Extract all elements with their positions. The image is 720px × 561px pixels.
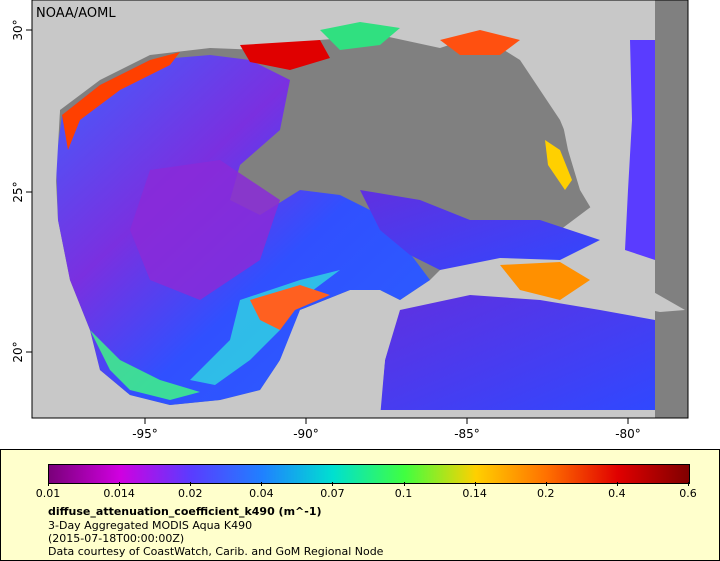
plot-frame [31,0,689,419]
mississippi-plume [320,22,400,50]
colorbar-tick [48,482,49,486]
colorbar-tick [190,482,192,486]
colorbar-tick [403,482,405,486]
colorbar-label: 0.07 [320,487,345,500]
dataset-time: (2015-07-18T00:00:00Z) [48,532,185,545]
colorbar-label: 0.4 [608,487,626,500]
central-america-land [250,290,400,418]
florida-land [545,40,630,230]
lon-tick-label-85: -85° [454,427,480,441]
louisiana-coast-band [240,40,330,70]
atlantic-gray [655,0,688,418]
colorbar-label: 0.02 [177,487,203,500]
lon-tick-marks [144,418,629,424]
atlantic-data [625,40,655,260]
colorbar-tick [119,482,121,486]
loop-current [190,270,340,385]
colorbar-tick [474,482,476,486]
colorbar [48,464,690,484]
colorbar-label: 0.1 [394,487,413,500]
dataset-description: 3-Day Aggregated MODIS Aqua K490 [48,519,253,532]
mexico-land [32,110,150,418]
data-credit: Data courtesy of CoastWatch, Carib. and … [48,545,384,558]
colorbar-label: 0.2 [537,487,555,500]
florida-panhandle-band [440,30,520,55]
colorbar-label: 0.01 [35,487,61,500]
map: -95° -90° -85° -80° 30° 25° 20° [11,0,689,441]
lat-tick-label-25: 25° [11,181,25,202]
colorbar-tick [688,482,689,486]
colorbar-label: 0.14 [462,487,487,500]
colorbar-tick [616,482,618,486]
lon-tick-label-80: -80° [615,427,641,441]
colorbar-tick [545,482,547,486]
yucatan-channel-data [360,190,600,270]
lon-tick-label-90: -90° [293,427,319,441]
cuba-north-band [500,262,590,300]
lat-tick-label-30: 30° [11,19,25,40]
colorbar-tick [332,482,334,486]
lat-tick-marks [26,29,32,353]
lon-tick-label-95: -95° [132,427,158,441]
caribbean-data [380,295,655,410]
yucatan-band [250,285,330,330]
lat-tick-label-20: 20° [11,341,25,362]
texas-coast-band [62,52,180,150]
north-america-land [32,0,688,120]
gulf-purple-core [130,160,280,300]
colorbar-label: 0.6 [679,487,697,500]
variable-name: diffuse_attenuation_coefficient_k490 (m^… [48,505,322,518]
credit-label: NOAA/AOML [36,6,116,21]
colorbar-label: 0.014 [103,487,135,500]
florida-west-band [545,140,572,190]
colorbar-label: 0.04 [249,487,274,500]
campeche-band [90,330,200,400]
colorbar-tick [261,482,263,486]
